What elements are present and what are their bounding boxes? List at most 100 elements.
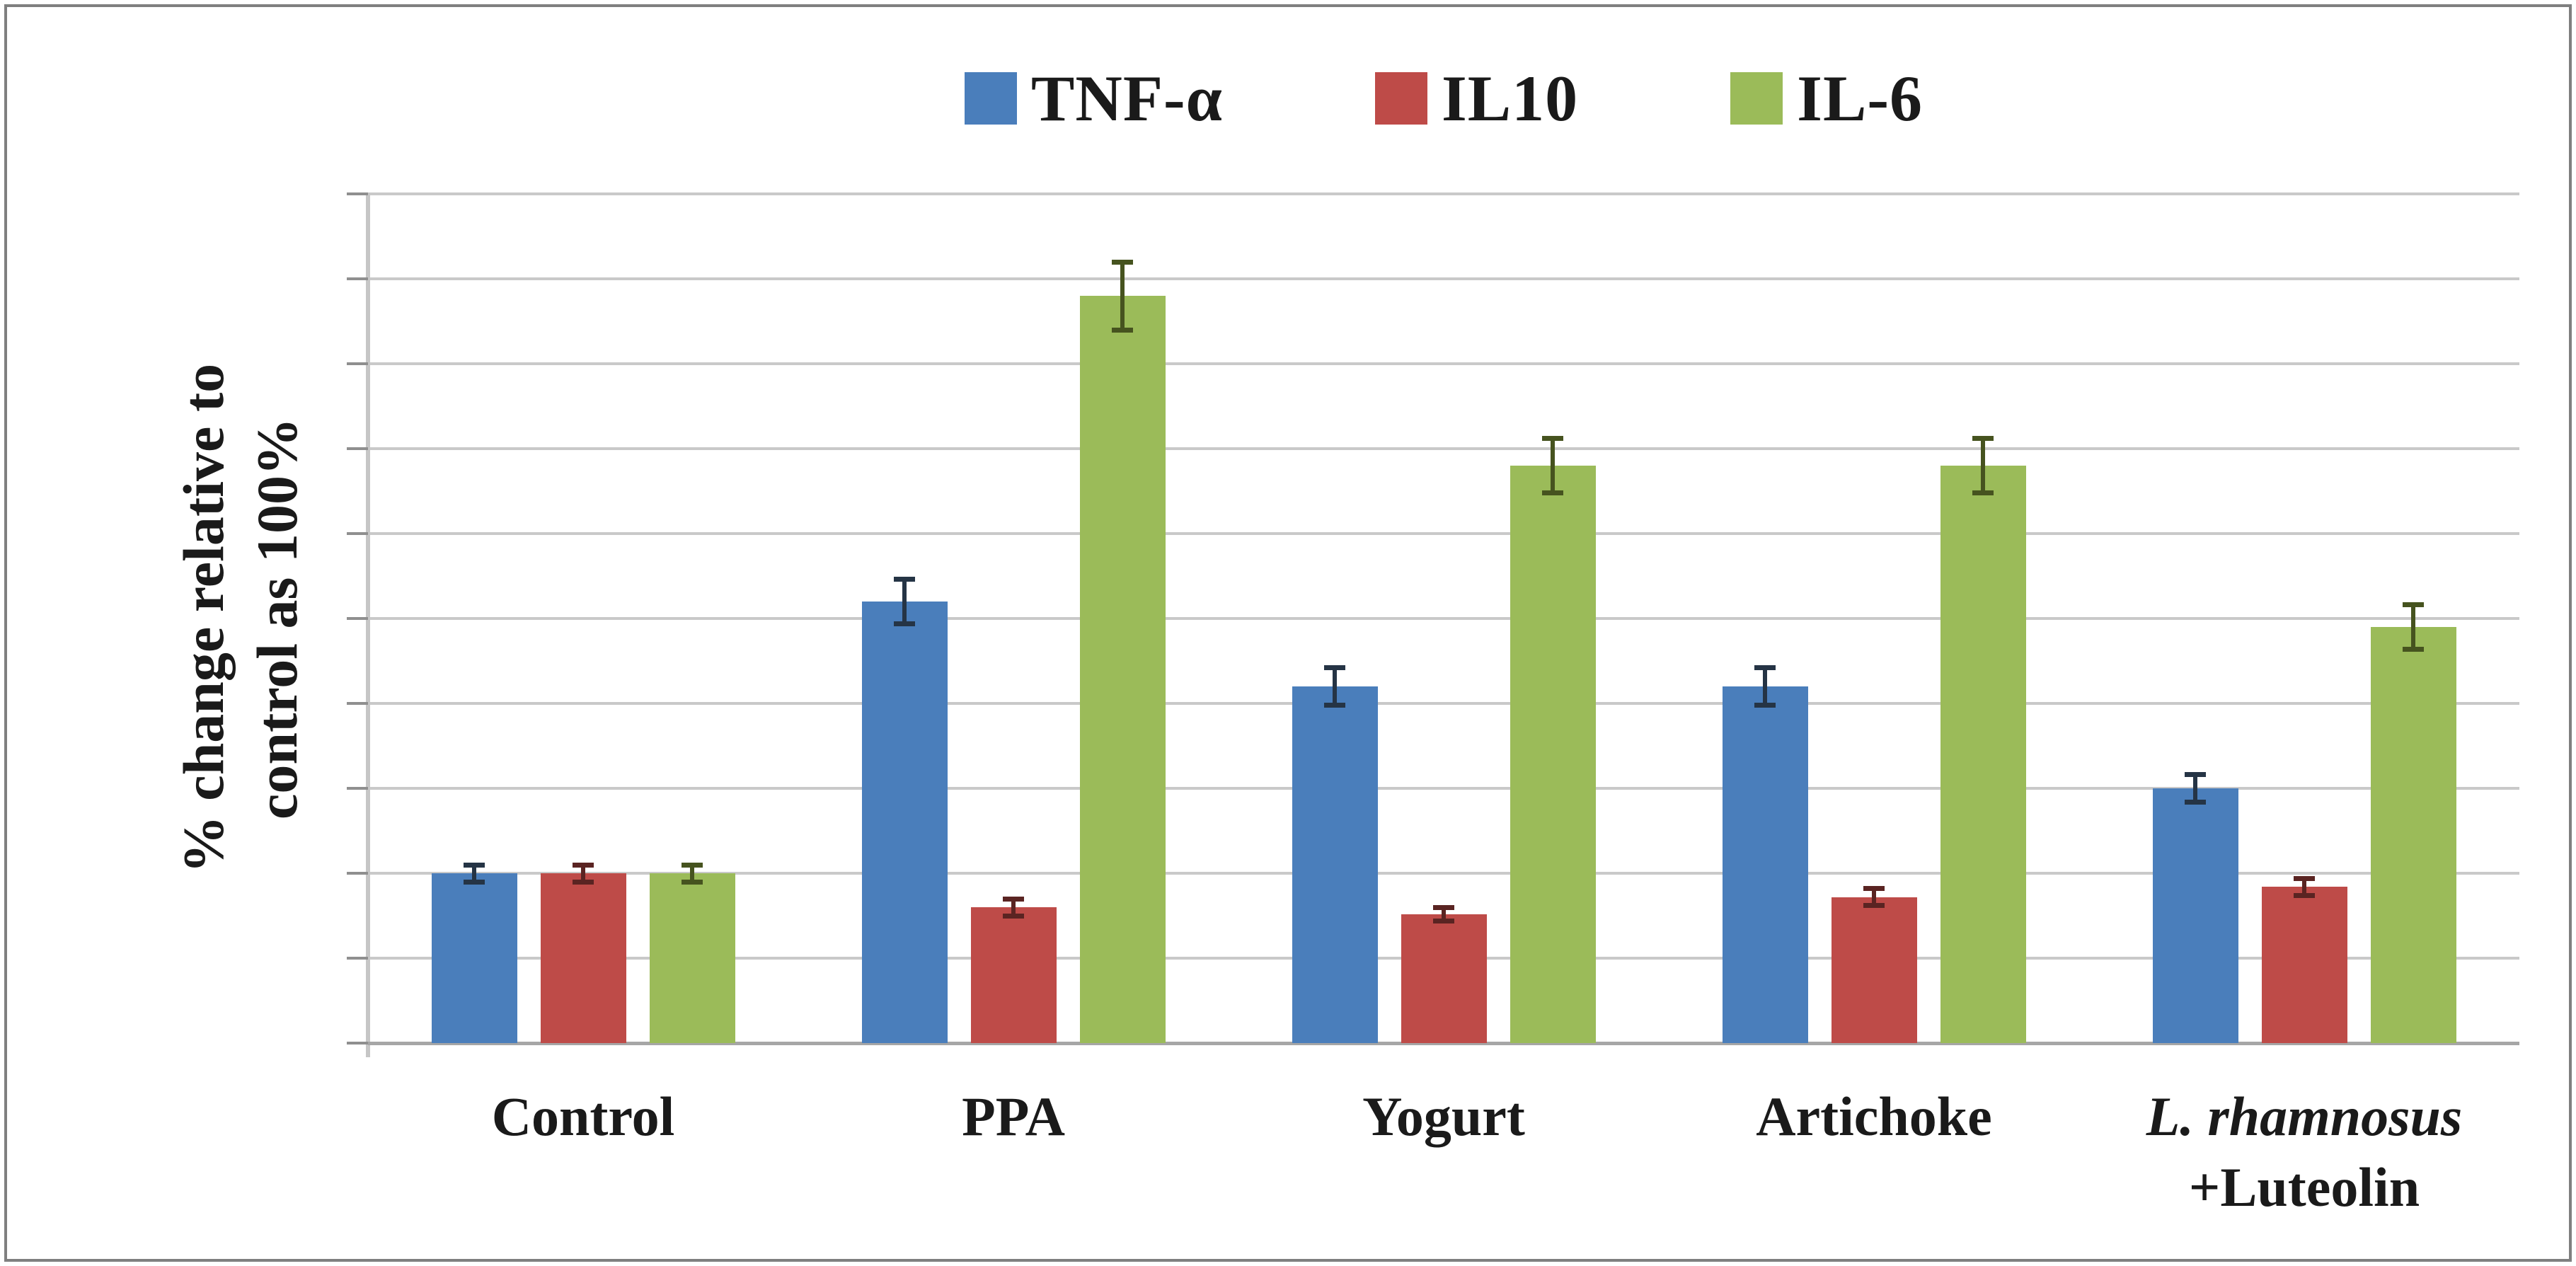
error-bar-cap <box>1003 913 1024 919</box>
error-bar-line <box>1551 438 1555 493</box>
error-bar-line <box>1763 667 1767 706</box>
legend-swatch-icon <box>965 72 1018 125</box>
y-axis-tick <box>347 532 368 535</box>
error-bar-cap <box>1324 702 1345 708</box>
error-bar-line <box>1011 899 1016 916</box>
y-axis-tick <box>347 277 368 280</box>
error-bar-line <box>581 865 585 882</box>
x-axis-label-line1: Yogurt <box>1362 1086 1525 1147</box>
bar-group <box>798 194 1229 1043</box>
bar <box>2261 875 2347 1043</box>
x-axis-label-line1: PPA <box>962 1086 1065 1147</box>
error-bar-line <box>1872 888 1876 906</box>
x-axis-label-line2: +Luteolin <box>2188 1156 2420 1218</box>
error-bar-cap <box>1863 886 1885 892</box>
error-bar-cap <box>1754 702 1776 708</box>
gridline <box>368 872 2519 875</box>
legend-label: IL10 <box>1442 62 1579 134</box>
gridline <box>368 277 2519 280</box>
error-bar-cap <box>1433 904 1454 910</box>
bar-group <box>368 194 798 1043</box>
bar-group <box>1229 194 1659 1043</box>
bar <box>1831 886 1917 1043</box>
error-bar-line <box>1981 438 1985 493</box>
error-bar-line <box>2302 878 2306 896</box>
legend-label: TNF-α <box>1031 62 1223 134</box>
plot-area <box>347 192 2519 1057</box>
x-axis-label-line1: Control <box>491 1086 675 1147</box>
error-bar-cap <box>1112 259 1133 265</box>
error-bar-cap <box>894 621 915 626</box>
legend: TNF-α IL10 IL-6 <box>368 59 2519 137</box>
gridline <box>368 532 2519 535</box>
x-axis-baseline <box>368 1042 2519 1045</box>
bar <box>1401 904 1487 1043</box>
gridline <box>368 192 2519 195</box>
y-axis-tick <box>347 362 368 365</box>
x-axis-label: Control <box>368 1081 798 1223</box>
x-axis-label: L. rhamnosus +Luteolin <box>2089 1081 2519 1223</box>
y-axis-tick <box>347 447 368 450</box>
bar-groups <box>368 194 2519 1043</box>
error-bar-cap <box>894 577 915 582</box>
error-bar-cap <box>1003 896 1024 902</box>
bar <box>2152 772 2238 1043</box>
y-axis-title: % change relative to control as 100% <box>167 364 314 873</box>
error-bar-line <box>472 865 476 882</box>
error-bar-cap <box>573 879 594 885</box>
gridline <box>368 787 2519 790</box>
bar-group <box>1659 194 2089 1043</box>
error-bar-line <box>2411 604 2415 650</box>
legend-swatch-icon <box>1375 72 1427 125</box>
y-axis-tick <box>347 702 368 705</box>
gridline <box>368 617 2519 620</box>
y-axis-line <box>366 192 370 1057</box>
bar <box>540 862 626 1043</box>
y-axis-tick <box>347 1042 368 1045</box>
x-axis-labels: Control PPA Yogurt Artichoke L. rhamnosus +Lu… <box>368 1081 2519 1223</box>
y-axis-tick <box>347 192 368 195</box>
error-bar-line <box>1120 262 1125 330</box>
bar <box>1510 436 1596 1043</box>
gridline <box>368 362 2519 365</box>
error-bar-cap <box>1542 436 1563 442</box>
error-bar-cap <box>682 879 703 885</box>
error-bar-cap <box>464 879 485 885</box>
y-axis-title-line1: % change relative to <box>171 363 236 874</box>
bar <box>1292 665 1378 1043</box>
legend-item: IL10 <box>1375 61 1578 136</box>
bar <box>1940 436 2026 1043</box>
error-bar-line <box>2193 774 2197 802</box>
legend-item: TNF-α <box>965 61 1223 136</box>
bar <box>1722 665 1808 1043</box>
legend-label: IL-6 <box>1797 62 1923 134</box>
error-bar-line <box>1442 907 1446 921</box>
bar <box>2370 602 2456 1043</box>
bar <box>861 577 948 1043</box>
y-axis-tick <box>347 957 368 960</box>
error-bar-cap <box>2294 875 2315 881</box>
y-axis-tick <box>347 617 368 620</box>
error-bar-cap <box>1972 436 1994 442</box>
legend-item: IL-6 <box>1730 61 1923 136</box>
error-bar-line <box>1333 667 1337 706</box>
error-bar-cap <box>1324 665 1345 671</box>
error-bar-line <box>690 865 694 882</box>
error-bar-cap <box>1112 327 1133 333</box>
bar <box>1079 259 1166 1043</box>
error-bar-cap <box>2403 602 2424 608</box>
y-axis-tick <box>347 787 368 790</box>
error-bar-cap <box>1433 918 1454 923</box>
gridline <box>368 447 2519 450</box>
bar <box>431 862 517 1043</box>
bar-group <box>2089 194 2519 1043</box>
error-bar-cap <box>2403 646 2424 652</box>
x-axis-label: Yogurt <box>1229 1081 1659 1223</box>
error-bar-cap <box>2294 892 2315 898</box>
x-axis-label: PPA <box>798 1081 1229 1223</box>
y-axis-title-line2: control as 100% <box>245 418 309 819</box>
error-bar-cap <box>1542 490 1563 495</box>
x-axis-label-line1: L. rhamnosus <box>2146 1086 2463 1147</box>
error-bar-cap <box>1863 903 1885 909</box>
